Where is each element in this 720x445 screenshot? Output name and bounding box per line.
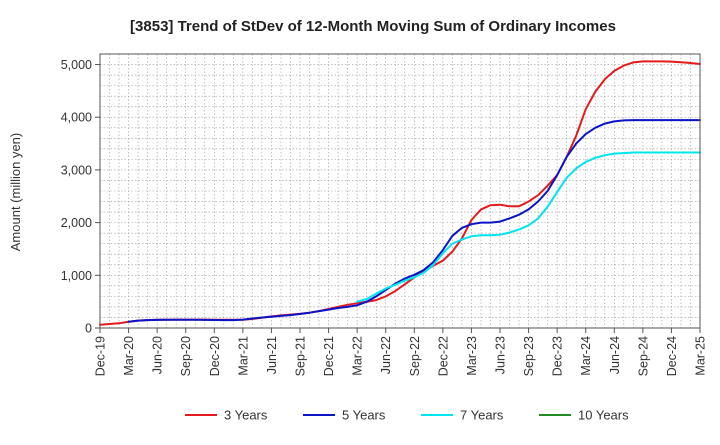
plot-frame	[99, 53, 701, 329]
x-tick-label: Dec-22	[436, 336, 450, 376]
y-axis-ticks: 0 1,000 2,000 3,000 4,000 5,000	[61, 58, 100, 336]
y-tick-label: 0	[85, 322, 92, 336]
x-tick-label: Dec-21	[322, 336, 336, 376]
series-layer	[99, 60, 701, 326]
x-tick-label: Mar-24	[579, 336, 593, 376]
x-tick-label: Sep-24	[636, 336, 650, 376]
x-axis-ticks: Dec-19 Mar-20 Jun-20 Sep-20 Dec-20 Mar-21 Jun-…	[94, 328, 708, 376]
x-tick-label: Dec-23	[551, 336, 565, 376]
y-tick-label: 5,000	[61, 58, 92, 72]
y-tick-label: 2,000	[61, 216, 92, 230]
y-axis-label: Amount (million yen)	[8, 133, 23, 252]
legend-label: 3 Years	[224, 408, 268, 423]
series-line-5-years	[127, 119, 701, 323]
x-tick-label: Mar-21	[236, 336, 250, 376]
x-tick-label: Jun-21	[265, 336, 279, 374]
legend-label: 5 Years	[342, 408, 386, 423]
chart-title: [3853] Trend of StDev of 12-Month Moving…	[130, 18, 616, 35]
x-tick-label: Mar-23	[465, 336, 479, 376]
y-tick-label: 1,000	[61, 269, 92, 283]
x-tick-label: Sep-21	[294, 336, 308, 376]
x-tick-label: Dec-24	[665, 336, 679, 376]
x-tick-label: Mar-25	[694, 336, 708, 376]
y-tick-label: 4,000	[61, 111, 92, 125]
x-tick-label: Jun-23	[494, 336, 508, 374]
legend-label: 10 Years	[578, 408, 629, 423]
x-tick-label: Sep-20	[179, 336, 193, 376]
x-tick-label: Mar-20	[122, 336, 136, 376]
grid-layer	[100, 54, 700, 328]
x-tick-label: Sep-23	[522, 336, 536, 376]
x-tick-label: Jun-22	[379, 336, 393, 374]
series-line-3-years	[99, 60, 701, 326]
y-tick-label: 3,000	[61, 163, 92, 177]
legend: 3 Years 5 Years 7 Years 10 Years	[185, 408, 629, 423]
x-tick-label: Jun-24	[608, 336, 622, 374]
x-tick-label: Dec-20	[208, 336, 222, 376]
legend-label: 7 Years	[460, 408, 504, 423]
x-tick-label: Mar-22	[351, 336, 365, 376]
x-tick-label: Dec-19	[94, 336, 108, 376]
series-line-7-years	[356, 151, 701, 303]
x-tick-label: Jun-20	[151, 336, 165, 374]
x-tick-label: Sep-22	[408, 336, 422, 376]
